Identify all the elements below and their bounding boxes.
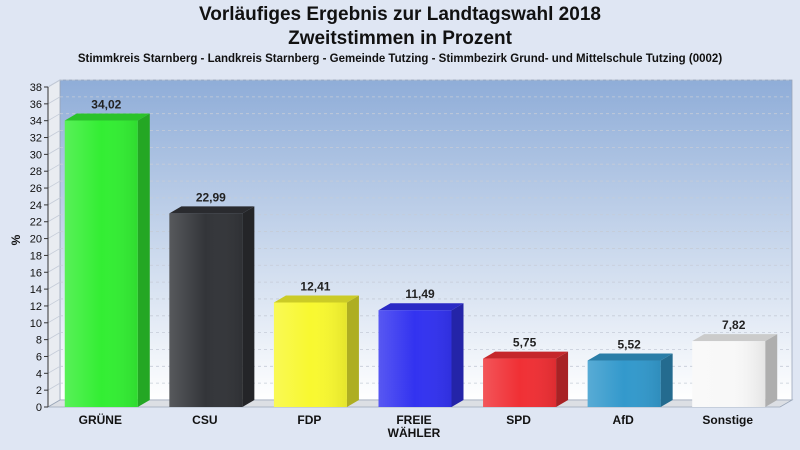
gridline-side [47, 264, 61, 273]
bar-csu [169, 206, 255, 407]
data-label: 7,82 [722, 318, 746, 332]
y-tick-label: 30 [30, 149, 42, 161]
x-tick-label: WÄHLER [388, 425, 441, 440]
x-tick-label: Sonstige [702, 413, 753, 427]
y-tick-label: 0 [36, 402, 42, 414]
y-tick-label: 4 [36, 368, 42, 380]
y-tick-label: 32 [30, 133, 42, 145]
gridline-side [47, 382, 61, 391]
gridline-side [47, 113, 61, 122]
gridline-side [47, 197, 61, 206]
y-axis-label: % [9, 234, 23, 245]
x-tick-label: GRÜNE [79, 412, 122, 427]
chart-title-line2: Zweitstimmen in Prozent [288, 28, 512, 49]
y-tick-label: 38 [30, 82, 42, 94]
bar-top [483, 351, 569, 359]
bar-side [451, 303, 464, 407]
bar-shine [169, 213, 243, 407]
gridline-side [47, 281, 61, 290]
bar-spd [483, 351, 569, 407]
gridline-side [47, 298, 61, 307]
gridline-side [47, 248, 61, 256]
data-label: 5,75 [513, 336, 537, 350]
gridline-side [47, 231, 61, 239]
x-tick-label: FREIE [396, 413, 431, 427]
gridline-side [47, 96, 61, 105]
bar-side [137, 113, 150, 407]
bar-afd [587, 353, 673, 407]
gridline-side [47, 214, 61, 223]
data-label: 5,52 [617, 338, 641, 352]
data-label: 22,99 [196, 190, 226, 204]
bar-side [660, 353, 673, 407]
x-tick-label: AfD [612, 413, 634, 427]
bar-grüne [64, 113, 150, 407]
bar-shine [483, 358, 557, 407]
bar-side [556, 351, 569, 407]
x-tick-label: CSU [192, 413, 217, 427]
y-tick-label: 6 [36, 351, 42, 363]
y-tick-label: 20 [30, 234, 42, 246]
gridline-side [47, 130, 61, 138]
bar-side [346, 295, 359, 407]
data-label: 34,02 [91, 98, 121, 112]
bar-shine [587, 360, 661, 407]
y-tick-label: 36 [30, 99, 42, 111]
y-tick-label: 26 [30, 183, 42, 195]
y-tick-label: 12 [30, 301, 42, 313]
plot-side-wall [47, 79, 61, 408]
bar-top [273, 295, 359, 303]
chart-title: Vorläufiges Ergebnis zur Landtagswahl 20… [199, 4, 601, 25]
gridline-side [47, 332, 61, 340]
bar-top [169, 206, 255, 214]
y-tick-label: 16 [30, 267, 42, 279]
x-tick-label: SPD [506, 413, 531, 427]
y-tick-label: 2 [36, 385, 42, 397]
y-tick-label: 34 [30, 116, 42, 128]
x-tick-label: FDP [297, 413, 321, 427]
bar-top [378, 303, 464, 311]
bar-top [64, 113, 150, 121]
bar-side [242, 206, 255, 407]
y-tick-label: 14 [30, 284, 42, 296]
bar-shine [378, 310, 452, 407]
bar-top [692, 334, 778, 342]
bar-shine [692, 341, 766, 407]
gridline-side [47, 147, 61, 155]
gridline-side [47, 315, 61, 324]
bar-top [587, 353, 673, 361]
y-tick-label: 24 [30, 200, 42, 212]
y-tick-label: 28 [30, 166, 42, 178]
data-label: 11,49 [405, 287, 435, 301]
gridline-side [47, 365, 61, 374]
y-tick-label: 10 [30, 318, 42, 330]
bar-sonstige [692, 334, 778, 407]
gridline-side [47, 79, 61, 88]
bar-fdp [273, 295, 359, 407]
bar-side [765, 334, 778, 407]
gridline-side [47, 180, 61, 189]
bar-freie-wähler [378, 303, 464, 407]
gridline-side [47, 349, 61, 357]
bar-shine [64, 120, 138, 407]
chart-subtitle: Stimmkreis Starnberg - Landkreis Starnbe… [77, 53, 723, 65]
y-tick-label: 8 [36, 335, 42, 347]
bar-shine [273, 302, 347, 407]
y-tick-label: 18 [30, 250, 42, 262]
gridline-side [47, 163, 61, 172]
y-tick-label: 22 [30, 217, 42, 229]
data-label: 12,41 [300, 279, 330, 293]
